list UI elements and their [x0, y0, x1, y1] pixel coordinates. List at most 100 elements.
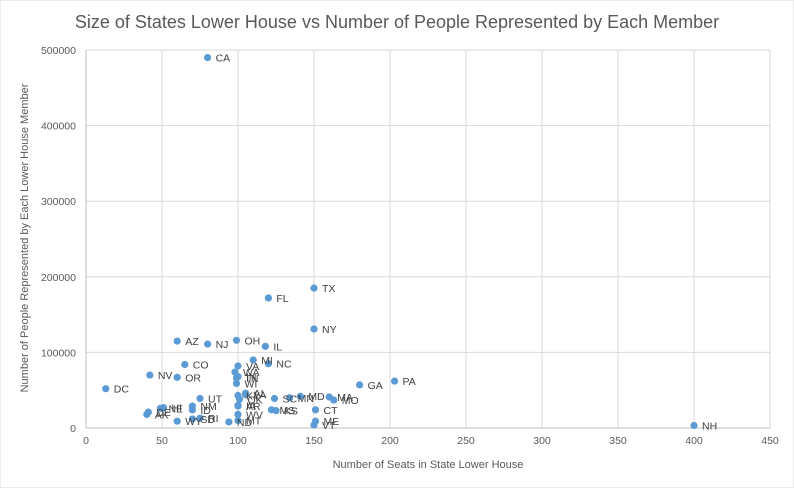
data-label-fl: FL	[276, 293, 288, 305]
data-point-nc	[264, 360, 272, 368]
data-point-il	[261, 342, 269, 350]
data-label-nc: NC	[276, 359, 292, 371]
x-tick-label: 450	[761, 435, 779, 447]
data-point-mi	[249, 356, 257, 364]
data-label-mi: MI	[261, 355, 273, 367]
data-label-wa: WA	[243, 367, 260, 379]
data-label-tx: TX	[322, 283, 335, 295]
data-label-sc: SC	[282, 394, 297, 406]
data-label-sd: SD	[200, 414, 215, 426]
y-tick-label: 0	[70, 423, 76, 435]
data-point-nh	[690, 421, 698, 430]
data-label-mn: MN	[298, 393, 314, 405]
data-point-nv	[146, 371, 154, 379]
data-label-dc: DC	[114, 384, 130, 396]
data-point-fl	[264, 294, 272, 302]
data-point-vt	[310, 421, 318, 429]
data-label-va: VA	[246, 361, 259, 373]
x-tick-label: 350	[609, 435, 627, 447]
x-tick-label: 0	[83, 435, 89, 447]
x-tick-label: 50	[156, 435, 168, 447]
data-point-ut	[196, 394, 204, 403]
data-label-ne: NE	[168, 403, 183, 415]
data-label-de: DE	[156, 407, 171, 419]
data-point-oh	[232, 336, 241, 344]
data-label-ky: KY	[246, 390, 260, 402]
data-point-ga	[356, 381, 364, 389]
data-label-la: LA	[254, 390, 267, 402]
data-point-co	[181, 360, 189, 369]
data-label-ar: AR	[246, 401, 261, 413]
y-tick-label: 400000	[41, 121, 76, 133]
data-label-il: IL	[273, 341, 282, 353]
data-label-ma: MA	[337, 392, 353, 404]
data-label-oh: OH	[244, 335, 260, 347]
data-point-ne	[156, 404, 165, 412]
data-point-va	[234, 362, 242, 370]
data-point-sc	[270, 394, 279, 403]
data-label-ak: AK	[155, 409, 169, 421]
data-label-nd: ND	[237, 417, 253, 429]
data-label-md: MD	[308, 391, 325, 403]
data-label-mo: MO	[342, 395, 359, 407]
data-point-mt	[234, 416, 242, 425]
data-point-ny	[310, 325, 318, 333]
data-label-me: ME	[324, 416, 340, 428]
data-label-ca: CA	[216, 53, 231, 65]
data-label-nv: NV	[158, 370, 173, 382]
data-point-ri	[196, 414, 204, 422]
data-point-ct	[311, 406, 320, 414]
data-point-ca	[204, 53, 212, 62]
data-label-wy: WY	[185, 416, 202, 428]
data-point-or	[173, 373, 181, 381]
data-point-nd	[225, 418, 233, 426]
data-point-pa	[390, 377, 399, 385]
data-label-vt: VT	[322, 420, 336, 432]
data-label-al: AL	[254, 388, 267, 400]
data-point-mo	[330, 396, 338, 404]
data-label-ia: IA	[246, 400, 256, 412]
data-label-hi: HI	[172, 403, 183, 415]
data-point-ks	[272, 407, 280, 415]
chart-title: Size of States Lower House vs Number of …	[75, 12, 719, 32]
data-label-az: AZ	[185, 336, 199, 348]
data-point-az	[173, 337, 181, 345]
data-point-dc	[102, 385, 110, 393]
data-point-sd	[188, 415, 196, 423]
y-axis-title: Number of People Represented by Each Low…	[19, 83, 31, 392]
data-point-ar	[234, 402, 242, 410]
x-tick-label: 250	[457, 435, 475, 447]
data-label-ri: RI	[208, 413, 219, 425]
y-tick-label: 300000	[41, 196, 76, 208]
data-label-ms: MS	[279, 405, 295, 417]
y-tick-label: 100000	[41, 347, 76, 359]
x-tick-label: 400	[685, 435, 703, 447]
data-label-co: CO	[193, 359, 209, 371]
x-axis-title: Number of Seats in State Lower House	[333, 459, 524, 471]
data-label-nm: NM	[200, 401, 216, 413]
tick-labels: 0 50 100 150 200 250 300 350 400 450 0 100000 200000…	[41, 45, 779, 447]
x-tick-label: 300	[533, 435, 551, 447]
data-label-or: OR	[185, 372, 201, 384]
y-tick-label: 200000	[41, 272, 76, 284]
data-label-wv: WV	[246, 409, 263, 421]
data-point-mn	[286, 394, 294, 402]
x-tick-label: 200	[381, 435, 399, 447]
y-tick-label: 500000	[41, 45, 76, 57]
data-label-tn: TN	[244, 373, 258, 385]
data-label-wi: WI	[244, 378, 257, 390]
data-point-nj	[204, 340, 212, 348]
data-point-wi	[232, 379, 241, 387]
data-label-mt: MT	[246, 415, 262, 427]
data-label-ok: OK	[248, 394, 263, 406]
data-label-id: ID	[200, 405, 211, 417]
data-label-nh: NH	[702, 421, 717, 433]
data-point-wv	[234, 410, 242, 418]
x-tick-label: 150	[305, 435, 323, 447]
data-point-wy	[173, 417, 181, 425]
data-point-in	[234, 372, 242, 381]
